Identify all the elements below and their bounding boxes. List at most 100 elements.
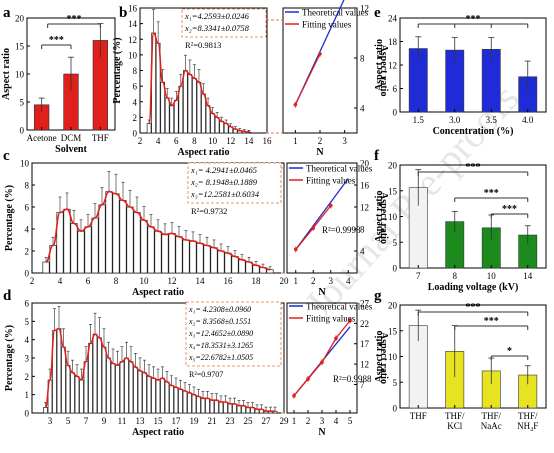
panel-g-ylabel: Aspect ratio: [374, 331, 385, 383]
panel-b-xtick-label: 10: [208, 136, 218, 146]
panel-d-bar: [70, 372, 75, 414]
panel-a-xtick-label: THF: [92, 133, 109, 143]
panel-d-fit-label: x₅=22.6782±1.0505: [188, 353, 253, 362]
panel-a-xtick-label: DCM: [61, 133, 82, 143]
panel-f-ylabel: Aspect ratio: [374, 191, 385, 243]
panel-d-fit-curve: [44, 327, 275, 412]
panel-c-inset-ytick-label: 16: [360, 181, 370, 191]
panel-g-xtick-label: NH₄F: [517, 421, 538, 431]
panel-c-bar: [245, 261, 253, 274]
panel-c-inset-series-line: [295, 178, 349, 250]
panel-c-xtick-label: 4: [58, 276, 63, 286]
panel-d-ytick-label: 3: [25, 354, 30, 364]
panel-c-fit-box: [187, 162, 282, 204]
panel-d-fit-label: x₃=12.4652±0.0890: [188, 329, 253, 338]
panel-b-bar: [169, 105, 175, 134]
panel-d-bar: [196, 396, 201, 414]
panel-a-ytick-label: 20: [15, 14, 25, 24]
panel-c-bar: [189, 240, 197, 274]
panel-b-inset-xlabel: N: [316, 147, 324, 158]
panel-c-bar: [126, 206, 134, 274]
panel-d-bar: [43, 407, 48, 414]
panel-c-bar: [231, 256, 239, 274]
panel-d-bar: [92, 333, 98, 414]
panel-c-letter: c: [3, 148, 10, 164]
panel-d-inset-xlabel: N: [318, 427, 326, 438]
panel-a-sig-label: ***: [49, 35, 64, 46]
panel-e-xtick-label: 3.0: [449, 115, 461, 125]
panel-d-inset-ytick-label: 22: [360, 319, 369, 329]
panel-f-sig-label: ***: [502, 204, 517, 215]
panel-g-sig-label: *: [507, 346, 512, 357]
panel-c-inset-annotation: R²=0.9998: [322, 225, 361, 235]
panel-b-bar: [196, 81, 202, 134]
panel-d-inset-ytick-label: 17: [360, 339, 370, 349]
panel-d-xtick-label: 9: [102, 416, 107, 426]
panel-d-bar: [61, 346, 66, 414]
panel-c-bar: [238, 259, 246, 274]
panel-b-inset-ytick-label: 4: [360, 104, 365, 114]
panel-f-ytick-label: 10: [388, 212, 398, 222]
panel-b-ylabel: Percentage (%): [112, 37, 123, 103]
panel-d-fit-box: [185, 301, 282, 367]
panel-d-bar: [101, 346, 107, 414]
panel-b-xtick-label: 2: [138, 136, 143, 146]
panel-d-xtick-label: 13: [136, 416, 146, 426]
panel-c-xtick-label: 14: [196, 276, 206, 286]
panel-c-fit-label: x₁= 4.2941±0.0465: [190, 165, 257, 175]
panel-b-inset-xtick-label: 1: [293, 136, 298, 146]
panel-c-ylabel: Percentage (%): [4, 185, 15, 251]
panel-d-fit-label: x₄=18.3531±3.1265: [188, 341, 253, 350]
panel-d-bar: [97, 337, 102, 414]
panel-c-bar: [112, 193, 120, 274]
panel-a-xtick-label: Acetone: [27, 133, 57, 143]
panel-d-xtick-label: 23: [226, 416, 236, 426]
panel-e-ytick-label: 6: [393, 84, 398, 94]
panel-d-xtick-label: 27: [262, 416, 272, 426]
panel-c-bar: [98, 204, 106, 274]
panel-d-inset-annotation: R²=0.9988: [333, 374, 372, 384]
panel-b-xlabel: Aspect ratio: [178, 147, 230, 158]
panel-d-fit-label: R²=0.9707: [189, 370, 223, 379]
panel-d-bar: [169, 385, 174, 414]
panel-d-xtick-label: 15: [154, 416, 164, 426]
panel-d-inset-ytick-label: 27: [360, 299, 370, 309]
panel-a-ylabel: Aspect ratio: [1, 48, 12, 100]
panel-d-bar: [245, 407, 251, 414]
panel-e-ytick-label: 18: [388, 37, 398, 47]
panel-b-bar: [178, 85, 184, 134]
panel-d-bar: [187, 392, 192, 414]
panel-g-xtick-label: KCl: [447, 421, 463, 431]
panel-c-xtick-label: 12: [168, 276, 177, 286]
panel-f-letter: f: [374, 148, 380, 164]
panel-g-xtick-label: THF: [410, 411, 427, 421]
panel-g-xtick-label: THF/: [445, 411, 465, 421]
panel-c-fit-label: x₂= 8.1948±0.1889: [190, 177, 258, 187]
panel-d-letter: d: [3, 288, 12, 304]
panel-d-inset-xtick-label: 3: [320, 416, 325, 426]
panel-b-inset-legend-label: Theoretical values: [302, 8, 369, 18]
panel-d-bar: [200, 397, 206, 414]
panel-g-ytick-label: 20: [388, 301, 398, 311]
panel-g-ytick-label: 10: [388, 352, 398, 362]
panel-d-inset-xtick-label: 5: [348, 416, 353, 426]
panel-f-ytick-label: 0: [393, 264, 398, 274]
panel-d-bar: [155, 379, 161, 414]
panel-f-ytick-label: 15: [388, 186, 398, 196]
panel-d-inset-xtick-label: 4: [334, 416, 339, 426]
panel-f-xtick-label: 7: [416, 271, 421, 281]
panel-d-bar: [79, 379, 84, 414]
panel-d-bar: [88, 342, 93, 414]
panel-e-xtick-label: 3.5: [486, 115, 498, 125]
panel-d-inset-ytick-label: 12: [360, 360, 369, 370]
panel-b-fit-label: x₂=8.3341±0.0758: [184, 23, 250, 33]
panel-d-bar: [56, 328, 62, 414]
panel-c-xtick-label: 8: [114, 276, 119, 286]
panel-b-xtick-label: 16: [263, 136, 273, 146]
panel-c-ytick-label: 10: [20, 159, 30, 169]
panel-d-inset-legend-label: Fitting values: [306, 314, 356, 324]
panel-a-ytick-label: 0: [20, 126, 25, 136]
panel-c-bar: [175, 236, 183, 274]
panel-g-xtick-label: THF/: [481, 411, 501, 421]
panel-a-ytick-label: 5: [20, 98, 25, 108]
